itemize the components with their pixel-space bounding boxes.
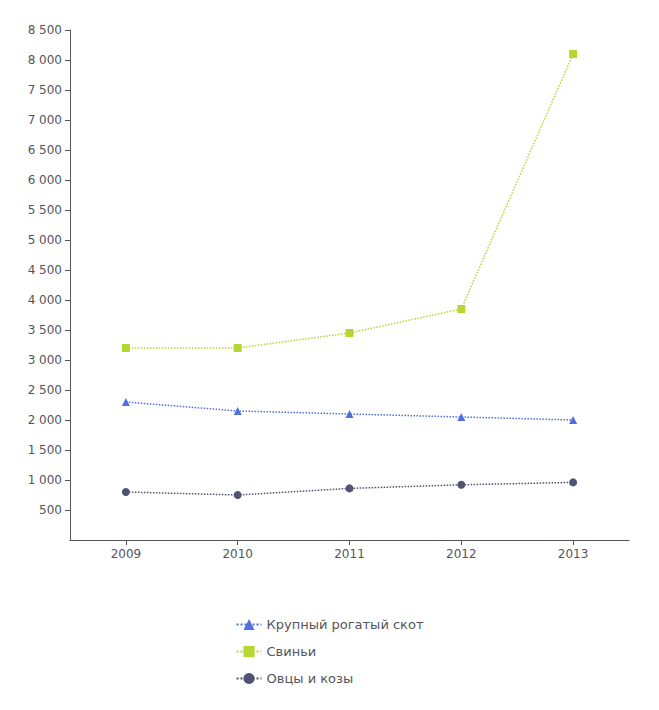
svg-text:3 500: 3 500 (28, 323, 62, 337)
svg-text:8 000: 8 000 (28, 53, 62, 67)
svg-text:1 000: 1 000 (28, 473, 62, 487)
svg-text:Крупный рогатый скот: Крупный рогатый скот (267, 617, 424, 632)
svg-text:7 500: 7 500 (28, 83, 62, 97)
svg-text:5 500: 5 500 (28, 203, 62, 217)
svg-text:8 500: 8 500 (28, 23, 62, 37)
svg-text:2009: 2009 (111, 547, 142, 561)
svg-text:4 500: 4 500 (28, 263, 62, 277)
svg-text:4 000: 4 000 (28, 293, 62, 307)
svg-text:Свиньи: Свиньи (267, 644, 317, 659)
svg-text:6 000: 6 000 (28, 173, 62, 187)
svg-text:2010: 2010 (222, 547, 253, 561)
svg-text:2 500: 2 500 (28, 383, 62, 397)
svg-text:6 500: 6 500 (28, 143, 62, 157)
svg-text:5 000: 5 000 (28, 233, 62, 247)
svg-text:2011: 2011 (334, 547, 365, 561)
svg-text:2012: 2012 (446, 547, 477, 561)
svg-text:2013: 2013 (558, 547, 589, 561)
svg-text:500: 500 (39, 503, 62, 517)
svg-text:1 500: 1 500 (28, 443, 62, 457)
svg-text:2 000: 2 000 (28, 413, 62, 427)
svg-text:3 000: 3 000 (28, 353, 62, 367)
svg-text:Овцы и козы: Овцы и козы (267, 671, 354, 686)
svg-text:7 000: 7 000 (28, 113, 62, 127)
